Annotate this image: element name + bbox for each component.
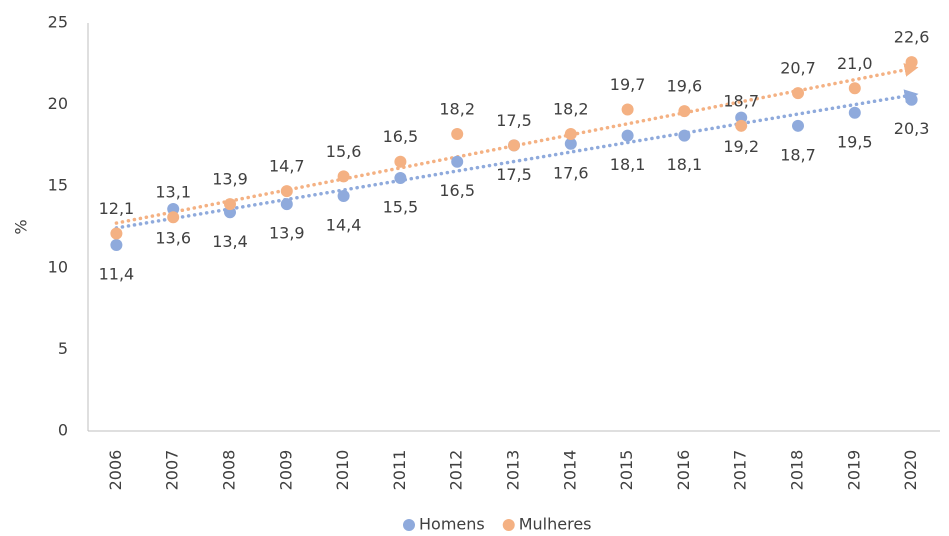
legend-marker bbox=[403, 519, 415, 531]
data-label: 16,5 bbox=[383, 127, 419, 146]
point bbox=[848, 106, 861, 119]
point bbox=[280, 198, 293, 211]
point bbox=[451, 127, 464, 140]
data-label: 18,2 bbox=[553, 99, 589, 118]
y-tick-label: 15 bbox=[48, 176, 68, 195]
point bbox=[564, 127, 577, 140]
point bbox=[508, 139, 520, 152]
x-tick-label: 2020 bbox=[901, 450, 920, 491]
data-label: 20,7 bbox=[780, 59, 816, 78]
data-label: 18,1 bbox=[610, 155, 646, 174]
data-label: 19,6 bbox=[667, 77, 703, 96]
point bbox=[224, 198, 236, 211]
data-label: 17,5 bbox=[496, 165, 532, 184]
y-tick-label: 0 bbox=[58, 421, 68, 440]
point bbox=[280, 185, 293, 198]
data-label: 13,4 bbox=[212, 232, 248, 251]
point bbox=[337, 189, 350, 202]
trendline bbox=[114, 89, 919, 230]
point bbox=[792, 87, 804, 100]
point bbox=[735, 119, 748, 132]
data-label: 17,6 bbox=[553, 163, 589, 182]
data-label: 14,4 bbox=[326, 215, 362, 234]
data-label: 15,5 bbox=[383, 198, 419, 217]
y-axis-label: % bbox=[12, 219, 31, 234]
data-label: 19,7 bbox=[610, 75, 646, 94]
data-label: 17,5 bbox=[496, 111, 532, 130]
data-label: 18,7 bbox=[780, 145, 816, 164]
point bbox=[792, 119, 804, 132]
x-tick-label: 2015 bbox=[617, 450, 636, 491]
data-label: 16,5 bbox=[439, 181, 475, 200]
legend-label: Homens bbox=[419, 515, 485, 534]
data-label: 22,6 bbox=[894, 28, 930, 47]
x-tick-label: 2017 bbox=[731, 450, 750, 491]
data-label: 18,7 bbox=[723, 91, 759, 110]
point bbox=[337, 170, 350, 183]
point bbox=[848, 82, 861, 95]
x-tick-label: 2008 bbox=[220, 450, 239, 491]
y-tick-label: 20 bbox=[48, 94, 68, 113]
point bbox=[167, 211, 180, 224]
x-tick-label: 2016 bbox=[674, 450, 693, 491]
x-tick-label: 2010 bbox=[333, 450, 352, 491]
data-label: 13,6 bbox=[155, 229, 191, 248]
legend-label: Mulheres bbox=[519, 515, 592, 534]
data-label: 19,2 bbox=[723, 137, 759, 156]
trendline bbox=[114, 63, 919, 225]
point bbox=[678, 129, 691, 142]
x-tick-label: 2014 bbox=[560, 450, 579, 491]
point bbox=[621, 129, 634, 142]
x-tick-label: 2006 bbox=[106, 450, 125, 491]
x-tick-label: 2012 bbox=[447, 450, 466, 491]
data-label: 12,1 bbox=[99, 199, 135, 218]
data-label: 14,7 bbox=[269, 157, 305, 176]
point bbox=[678, 105, 691, 118]
x-tick-label: 2018 bbox=[788, 450, 807, 491]
data-label: 19,5 bbox=[837, 132, 873, 151]
x-tick-label: 2007 bbox=[163, 450, 182, 491]
point bbox=[394, 172, 407, 185]
point bbox=[621, 103, 634, 116]
data-label: 21,0 bbox=[837, 54, 873, 73]
y-tick-label: 5 bbox=[58, 339, 68, 358]
x-tick-label: 2013 bbox=[504, 450, 523, 491]
data-label: 11,4 bbox=[99, 264, 135, 283]
point bbox=[110, 227, 123, 240]
point bbox=[451, 155, 464, 168]
point bbox=[905, 56, 918, 69]
data-label: 13,9 bbox=[212, 170, 248, 189]
data-label: 20,3 bbox=[894, 119, 930, 138]
data-label: 18,2 bbox=[439, 99, 475, 118]
y-tick-label: 10 bbox=[48, 257, 68, 276]
x-tick-label: 2009 bbox=[276, 450, 295, 491]
point bbox=[905, 93, 918, 106]
legend-marker bbox=[502, 519, 515, 531]
data-label: 13,9 bbox=[269, 224, 305, 243]
x-tick-label: 2019 bbox=[844, 450, 863, 491]
y-tick-label: 25 bbox=[48, 13, 68, 32]
x-tick-label: 2011 bbox=[390, 450, 409, 491]
point bbox=[110, 238, 123, 251]
point bbox=[564, 137, 577, 150]
data-label: 13,1 bbox=[155, 183, 191, 202]
data-label: 15,6 bbox=[326, 142, 362, 161]
data-label: 18,1 bbox=[667, 155, 703, 174]
point bbox=[394, 155, 407, 168]
